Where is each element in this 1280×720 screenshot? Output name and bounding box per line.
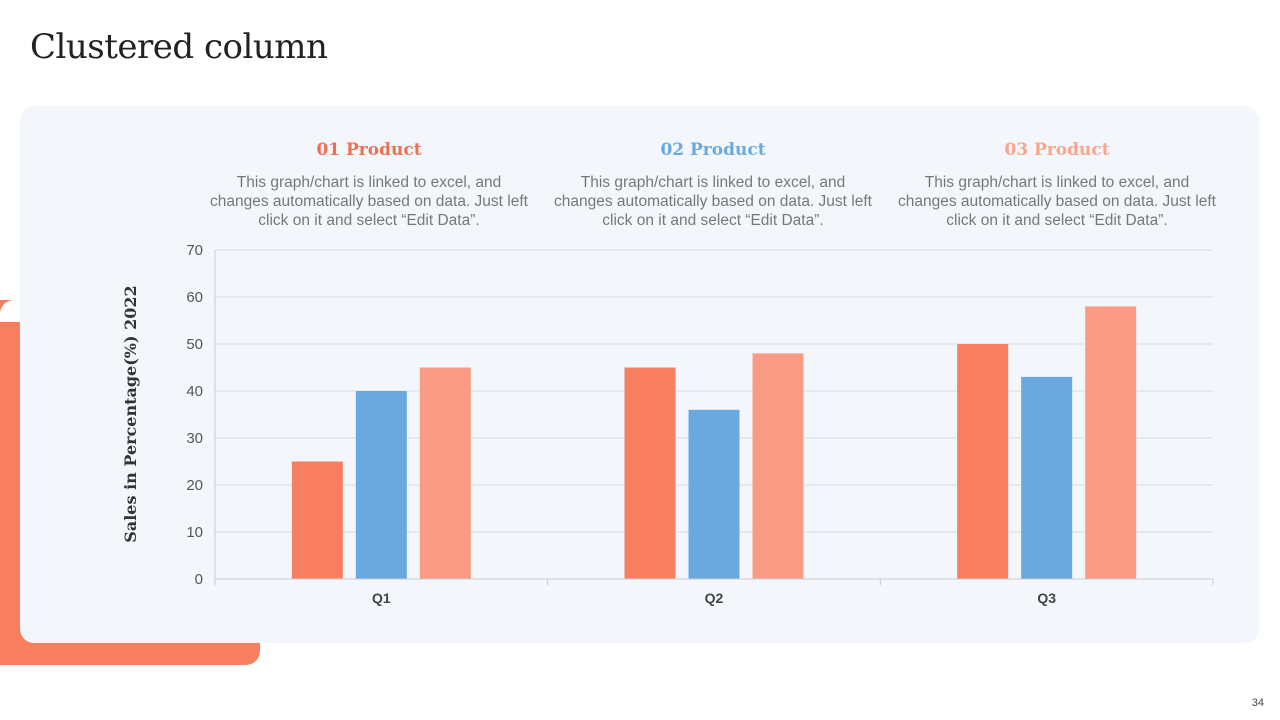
bar-q1-series-1 [291,461,343,579]
y-tick-label: 0 [195,571,203,588]
x-axis: Q1 Q2 Q3 [214,250,1214,606]
product-1-title: 01 Product [316,140,422,160]
y-tick-label: 50 [186,336,203,353]
bar-q1-series-2 [355,391,407,579]
slide-title: Clustered column [30,27,328,67]
bar-q2-series-2 [688,409,740,579]
product-2: 02 Product This graph/chart is linked to… [553,140,873,230]
bar-q3-series-2 [1021,376,1073,579]
product-2-description: This graph/chart is linked to excel, and… [554,174,872,229]
product-3-description: This graph/chart is linked to excel, and… [898,174,1216,229]
y-tick-label: 10 [186,524,203,541]
y-tick-label: 20 [186,477,203,494]
y-tick-label: 40 [186,383,203,400]
bar-q1-series-3 [419,367,471,579]
y-tick-label: 30 [186,430,203,447]
product-3: 03 Product This graph/chart is linked to… [897,140,1217,230]
bar-q3-series-1 [957,344,1009,579]
page-number: 34 [1251,697,1264,709]
x-tick-label: Q3 [1037,590,1056,606]
y-axis-ticks: 0 10 20 30 40 50 60 70 [186,242,203,588]
y-tick-label: 70 [186,242,203,259]
bar-q2-series-3 [752,353,804,579]
product-2-title: 02 Product [660,140,766,160]
y-tick-label: 60 [186,289,203,306]
product-3-title: 03 Product [1004,140,1110,160]
x-tick-label: Q2 [705,590,724,606]
product-1: 01 Product This graph/chart is linked to… [209,140,529,230]
y-axis-label: Sales in Percentage(%) 2022 [121,285,140,542]
product-1-description: This graph/chart is linked to excel, and… [210,174,528,229]
bar-q2-series-1 [624,367,676,579]
bars [291,306,1137,579]
x-tick-label: Q1 [372,590,391,606]
bar-q3-series-3 [1085,306,1137,579]
